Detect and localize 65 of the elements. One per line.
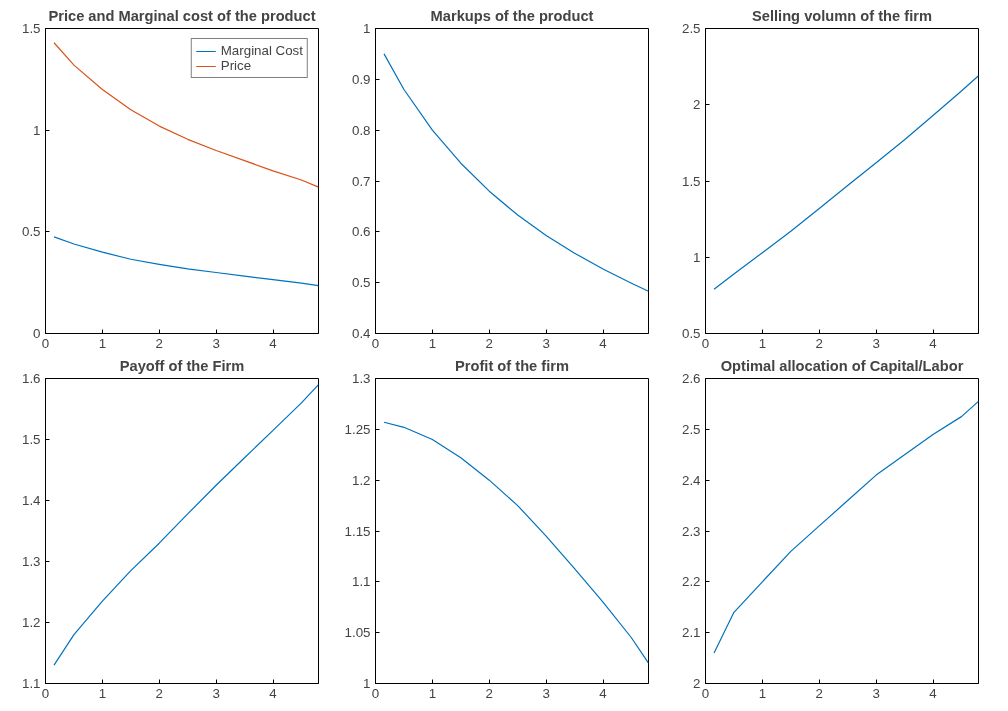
x-tick-label: 3: [542, 335, 550, 351]
x-tick-label: 2: [485, 335, 493, 351]
x-tick-label: 2: [815, 685, 823, 701]
y-tick-label: 0.6: [351, 224, 371, 240]
y-tick-label: 1.3: [351, 371, 371, 386]
x-tick-label: 1: [98, 335, 107, 351]
y-tick-label: 0.7: [351, 173, 371, 189]
chart-title: Optimal allocation of Capital/Labor: [720, 357, 964, 374]
x-tick-label: 2: [155, 685, 163, 701]
x-tick-label: 4: [929, 685, 938, 701]
x-tick-label: 3: [872, 685, 880, 701]
y-tick-label: 1.15: [344, 523, 371, 539]
x-tick-label: 1: [758, 335, 767, 351]
x-tick-label: 3: [542, 685, 550, 701]
legend-label: Price: [220, 58, 252, 73]
y-tick-label: 1.6: [21, 371, 41, 386]
y-tick-label: 2.5: [681, 421, 701, 437]
x-tick-label: 4: [269, 335, 278, 351]
x-tick-label: 3: [212, 335, 220, 351]
x-tick-label: 4: [599, 335, 608, 351]
y-tick-label: 0.5: [681, 326, 701, 341]
y-tick-label: 2.6: [681, 371, 701, 386]
x-tick-label: 1: [98, 685, 107, 701]
x-tick-label: 3: [212, 685, 220, 701]
y-tick-label: 0.8: [351, 122, 371, 138]
y-tick-label: 2.3: [681, 523, 701, 539]
x-tick-label: 4: [269, 685, 278, 701]
chart-title: Profit of the firm: [455, 357, 570, 374]
x-tick-label: 4: [599, 685, 608, 701]
y-tick-label: 1.2: [21, 615, 41, 630]
x-tick-label: 2: [155, 335, 163, 351]
y-tick-label: 1.05: [344, 625, 371, 641]
x-tick-label: 2: [485, 685, 493, 701]
y-tick-label: 1.5: [21, 21, 41, 36]
chart-title: Selling volumn of the firm: [752, 7, 932, 24]
y-tick-label: 1: [693, 249, 701, 265]
y-tick-label: 0.4: [351, 326, 372, 341]
y-tick-label: 2.1: [681, 625, 701, 641]
chart-title: Price and Marginal cost of the product: [48, 7, 316, 24]
x-tick-label: 2: [815, 335, 823, 351]
x-tick-label: 1: [428, 685, 437, 701]
y-tick-label: 1.5: [681, 173, 701, 189]
y-tick-label: 2.2: [681, 574, 701, 590]
legend-label: Marginal Cost: [220, 43, 303, 58]
y-tick-label: 1.1: [21, 676, 41, 691]
x-tick-label: 1: [428, 335, 437, 351]
y-tick-label: 1: [33, 122, 41, 138]
y-tick-label: 2.5: [681, 21, 701, 36]
y-tick-label: 1.5: [21, 432, 41, 447]
y-tick-label: 2: [693, 97, 701, 113]
chart-title: Payoff of the Firm: [119, 357, 245, 374]
y-tick-label: 1.2: [351, 472, 371, 488]
y-tick-label: 1: [363, 21, 371, 36]
y-tick-label: 0.9: [351, 71, 371, 87]
y-tick-label: 1.25: [344, 421, 371, 437]
y-tick-label: 0.5: [351, 275, 371, 291]
x-tick-label: 1: [758, 685, 767, 701]
x-tick-label: 3: [872, 335, 880, 351]
y-tick-label: 1.4: [21, 493, 42, 508]
y-tick-label: 2.4: [681, 472, 702, 488]
y-tick-label: 1.3: [21, 554, 41, 569]
chart-title: Markups of the product: [430, 7, 594, 24]
y-tick-label: 1.1: [351, 574, 371, 590]
y-tick-label: 0.5: [21, 224, 41, 240]
x-tick-label: 4: [929, 335, 938, 351]
